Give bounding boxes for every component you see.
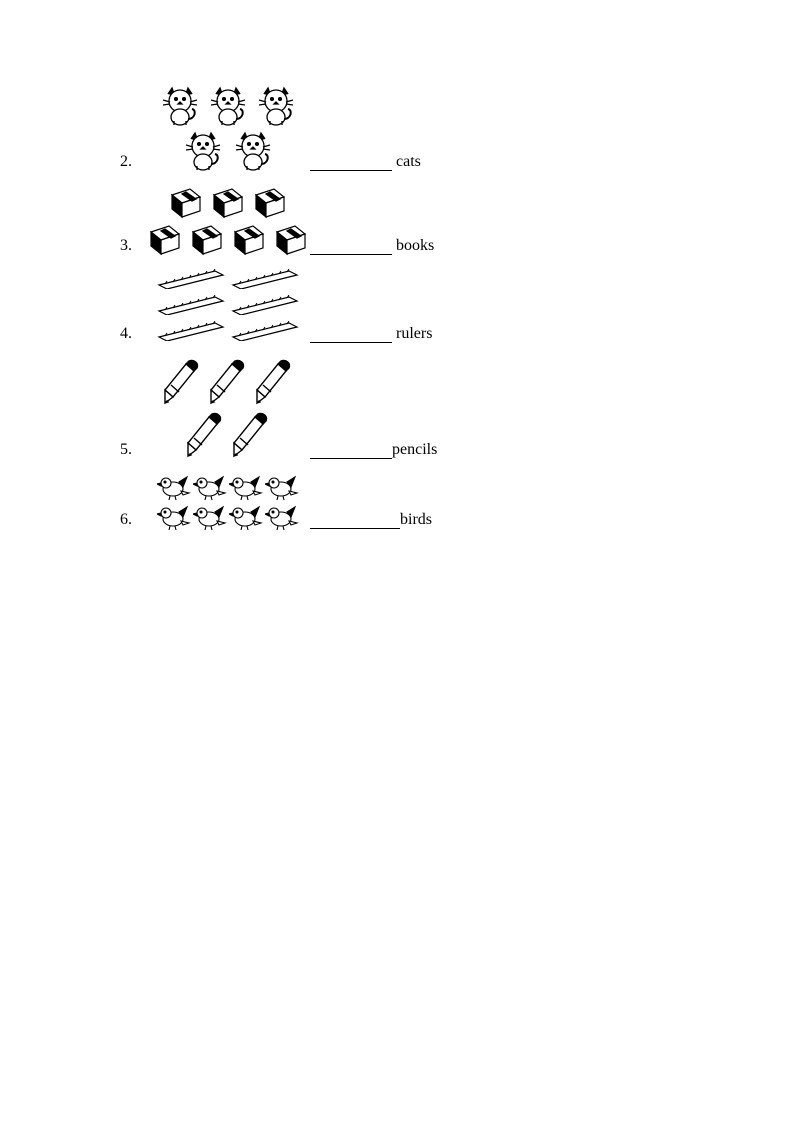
picture-group-rulers (148, 269, 308, 347)
bird-icon (193, 503, 227, 531)
cat-icon (255, 85, 297, 127)
cat-icon (159, 85, 201, 127)
book-icon (189, 222, 225, 256)
ruler-icon (157, 269, 225, 289)
picture-group-books (148, 185, 308, 259)
answer-blank[interactable] (310, 328, 392, 343)
question-number: 6. (120, 511, 148, 533)
cat-icon (182, 130, 224, 172)
bird-icon (229, 503, 263, 531)
question-number: 2. (120, 153, 148, 175)
question-row: 4. rulers (120, 269, 793, 347)
pencil-icon (207, 357, 249, 407)
book-icon (168, 185, 204, 219)
cat-icon (232, 130, 274, 172)
pencil-icon (184, 410, 226, 460)
question-number: 5. (120, 441, 148, 463)
cat-icon (207, 85, 249, 127)
bird-icon (229, 473, 263, 501)
answer-blank[interactable] (310, 156, 392, 171)
bird-icon (193, 473, 227, 501)
answer-blank[interactable] (310, 514, 400, 529)
question-row: 3. books (120, 185, 793, 259)
pencil-icon (161, 357, 203, 407)
ruler-icon (231, 269, 299, 289)
book-icon (273, 222, 309, 256)
book-icon (252, 185, 288, 219)
item-label: pencils (392, 441, 437, 459)
bird-icon (157, 473, 191, 501)
question-row: 6. birds (120, 473, 793, 533)
question-row: 2. cats (120, 85, 793, 175)
answer-blank[interactable] (310, 240, 392, 255)
item-label: rulers (396, 325, 432, 343)
picture-group-cats (148, 85, 308, 175)
item-label: books (396, 237, 434, 255)
question-number: 4. (120, 325, 148, 347)
ruler-icon (231, 321, 299, 341)
pencil-icon (253, 357, 295, 407)
picture-group-birds (148, 473, 308, 533)
bird-icon (265, 473, 299, 501)
item-label: cats (396, 153, 421, 171)
question-number: 3. (120, 237, 148, 259)
ruler-icon (157, 321, 225, 341)
pencil-icon (230, 410, 272, 460)
book-icon (210, 185, 246, 219)
bird-icon (265, 503, 299, 531)
ruler-icon (231, 295, 299, 315)
item-label: birds (400, 511, 432, 529)
answer-blank[interactable] (310, 444, 392, 459)
question-row: 5. pencils (120, 357, 793, 463)
bird-icon (157, 503, 191, 531)
book-icon (147, 222, 183, 256)
book-icon (231, 222, 267, 256)
ruler-icon (157, 295, 225, 315)
worksheet-page: 2. cats 3. (0, 0, 793, 1122)
picture-group-pencils (148, 357, 308, 463)
